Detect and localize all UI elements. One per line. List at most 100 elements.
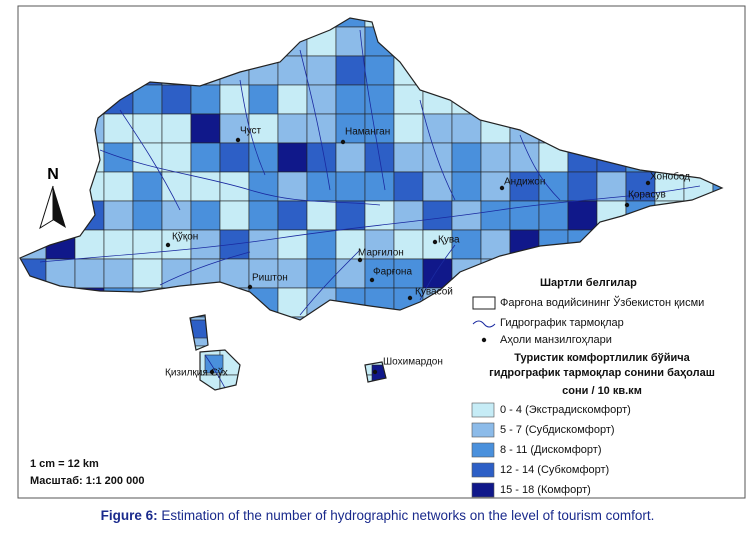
grid-cell xyxy=(422,229,453,260)
grid-cell xyxy=(306,258,337,289)
grid-cell xyxy=(625,84,656,115)
grid-cell xyxy=(161,287,192,318)
grid-cell xyxy=(248,345,279,376)
grid-cell xyxy=(364,18,395,28)
grid-cell xyxy=(277,345,308,376)
grid-cell xyxy=(422,18,453,28)
grid-cell xyxy=(451,345,482,376)
legend-class-label: 0 - 4 (Экстрадискомфорт) xyxy=(500,404,631,416)
grid-cell xyxy=(20,84,47,115)
grid-cell xyxy=(742,85,755,114)
grid-cell xyxy=(422,200,453,231)
grid-cell xyxy=(248,142,279,173)
grid-cell xyxy=(45,258,76,289)
grid-cell xyxy=(742,230,755,259)
grid-cell xyxy=(219,287,250,318)
grid-cell xyxy=(248,229,279,260)
grid-cell xyxy=(364,171,395,202)
grid-cell xyxy=(20,316,47,347)
grid-cell xyxy=(20,229,47,260)
grid-cell xyxy=(509,171,540,202)
place-label: Хонобод xyxy=(650,171,690,183)
grid-cell xyxy=(204,354,224,374)
grid-cell xyxy=(480,374,511,390)
grid-cell xyxy=(277,200,308,231)
grid-cell xyxy=(625,55,656,86)
grid-cell xyxy=(451,55,482,86)
grid-cell xyxy=(306,26,337,57)
place-dot xyxy=(369,277,375,283)
place-dot xyxy=(624,202,630,208)
grid-cell xyxy=(712,258,722,289)
grid-cell xyxy=(161,18,192,28)
place-dot xyxy=(165,242,171,248)
grid-cell xyxy=(422,316,453,347)
grid-cell xyxy=(509,26,540,57)
grid-cell xyxy=(132,171,163,202)
legend-swatch xyxy=(471,462,495,478)
grid-cell xyxy=(219,26,250,57)
grid-cell xyxy=(103,200,134,231)
grid-cell xyxy=(538,18,569,28)
grid-cell xyxy=(509,84,540,115)
grid-cell xyxy=(625,26,656,57)
grid-cell xyxy=(742,56,755,85)
grid-cell xyxy=(306,345,337,376)
grid-cell xyxy=(335,55,366,86)
map: N Чуст Наманган Андижон Хонобод Қорасув Қўқон… xyxy=(17,5,755,499)
grid-cell xyxy=(74,18,105,28)
grid-cell xyxy=(132,345,163,376)
grid-cell xyxy=(20,26,47,57)
place-label: Наманган xyxy=(345,127,390,138)
legend-item: Фарғона водийсининг Ўзбекистон қисми xyxy=(500,296,704,309)
grid-cell xyxy=(422,374,453,390)
place-dot xyxy=(432,239,438,245)
grid-cell xyxy=(132,113,163,144)
legend-subtitle: гидрографик тармоқлар сонини баҳолаш xyxy=(489,367,715,379)
grid-cell xyxy=(277,374,308,390)
grid-cell xyxy=(683,18,714,28)
place-dot xyxy=(340,139,346,145)
place-label: Қизилқия Сўх xyxy=(165,367,228,379)
grid-cell xyxy=(712,18,722,28)
grid-cell xyxy=(74,316,105,347)
grid-cell xyxy=(20,142,47,173)
grid-cell xyxy=(103,18,134,28)
grid-cell xyxy=(393,84,424,115)
grid-cell xyxy=(161,26,192,57)
legend-swatch xyxy=(471,422,495,438)
grid-cell xyxy=(219,374,250,390)
grid-cell xyxy=(393,258,424,289)
grid-cell xyxy=(364,287,395,318)
grid-cell xyxy=(248,171,279,202)
grid-cell xyxy=(567,18,598,28)
grid-cell xyxy=(393,142,424,173)
legend-title: Шартли белгилар xyxy=(540,277,637,289)
grid-cell xyxy=(509,258,540,289)
grid-cell xyxy=(538,55,569,86)
place-label: Қува xyxy=(438,235,460,246)
grid-cell xyxy=(335,171,366,202)
grid-cell xyxy=(654,84,685,115)
grid-cell xyxy=(161,142,192,173)
grid-cell xyxy=(45,345,76,376)
grid-cell xyxy=(480,258,511,289)
grid-cell xyxy=(45,84,76,115)
grid-cell xyxy=(422,26,453,57)
grid-cell xyxy=(103,55,134,86)
grid-cell xyxy=(190,84,221,115)
grid-cell xyxy=(712,26,722,57)
grid-cell xyxy=(712,229,722,260)
grid-cell xyxy=(538,200,569,231)
grid-cell xyxy=(74,84,105,115)
grid-cell xyxy=(190,18,221,28)
grid-cell xyxy=(219,171,250,202)
grid-cell xyxy=(742,172,755,201)
grid-cell xyxy=(219,113,250,144)
scale-text: Масштаб: 1:1 200 000 xyxy=(30,475,144,487)
place-dot xyxy=(645,180,651,186)
grid-cell xyxy=(567,113,598,144)
grid-cell xyxy=(190,287,221,318)
grid-cell xyxy=(509,374,540,390)
